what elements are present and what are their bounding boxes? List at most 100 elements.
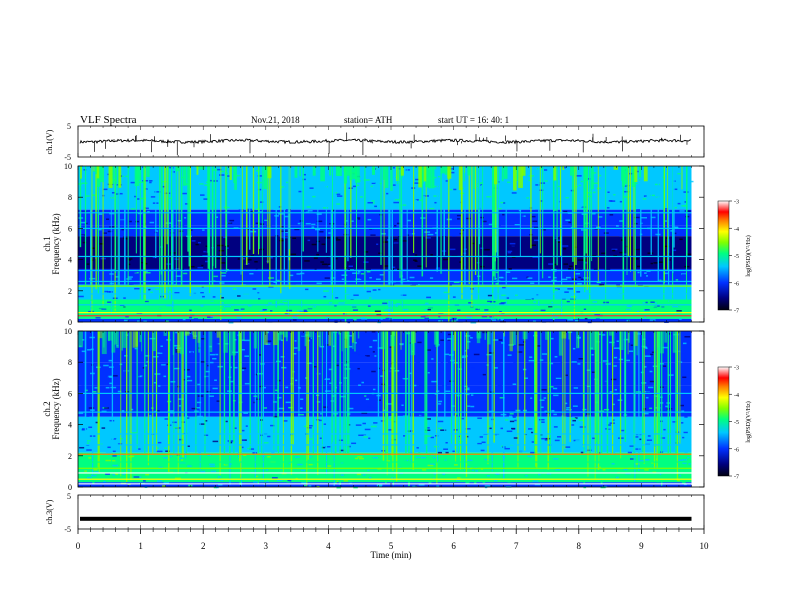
spectrogram-speckle	[255, 222, 261, 225]
spectrogram-speckle	[371, 200, 375, 202]
time-tick-label: 2	[201, 541, 206, 551]
spectrogram-speckle	[470, 337, 473, 339]
spectrogram-speckle	[432, 477, 435, 480]
spectrogram-speckle	[205, 250, 209, 252]
spectrogram-speckle	[500, 302, 507, 304]
spectrogram-speckle	[184, 217, 187, 219]
spectrogram-sferic	[195, 331, 197, 460]
spectrogram-speckle	[99, 253, 103, 255]
spectrogram-speckle	[242, 369, 245, 371]
spectrogram-sferic	[175, 166, 177, 288]
spectrogram-speckle	[484, 248, 490, 251]
spectrogram-sferic	[335, 331, 337, 484]
spectrogram-speckle	[219, 189, 226, 192]
spectrogram-sferic	[306, 331, 308, 487]
spectrogram-tuft	[93, 166, 95, 171]
spectrogram-speckle	[187, 465, 192, 467]
spectrogram-speckle	[425, 302, 429, 305]
spectrogram-speckle	[247, 305, 252, 307]
spectrogram-speckle	[336, 203, 340, 205]
spectrogram-speckle	[90, 247, 95, 249]
spectrogram-tuft	[634, 331, 638, 346]
spectrogram-speckle	[471, 210, 475, 212]
spectrogram-speckle	[216, 400, 220, 402]
spectrogram-sferic	[331, 331, 333, 483]
spectrogram-speckle	[279, 433, 284, 436]
spectrogram-speckle	[286, 378, 292, 380]
spectrogram-speckle	[489, 315, 494, 318]
spectrogram-speckle	[233, 288, 237, 290]
spectrogram-speckle	[246, 228, 252, 230]
spectrogram-speckle	[557, 241, 562, 243]
spectrogram-speckle	[437, 451, 443, 454]
spectrogram-speckle	[484, 309, 489, 311]
spectrogram-speckle	[566, 415, 573, 417]
spectrogram-speckle	[580, 180, 583, 183]
spectrogram-speckle	[472, 458, 478, 461]
spectrogram-tuft	[627, 331, 631, 343]
colorbar-tick-label: -7	[734, 475, 739, 481]
spectrogram-tuft	[494, 166, 498, 185]
spectrogram-speckle	[388, 283, 395, 286]
spectrogram-speckle	[317, 201, 323, 204]
spectrogram-speckle	[271, 452, 275, 454]
spectrogram-speckle	[367, 469, 370, 472]
spectrogram-speckle	[688, 180, 694, 183]
spectrogram-sferic	[654, 331, 656, 447]
colorbar-tick-label: -4	[734, 393, 739, 399]
spectrogram-tuft	[233, 166, 236, 184]
spectrogram-speckle	[459, 336, 465, 339]
spectrogram-speckle	[438, 308, 442, 311]
spectrogram-sferic	[144, 331, 146, 468]
spectrogram-speckle	[182, 192, 187, 195]
spectrogram-speckle	[642, 198, 647, 200]
spectrogram-speckle	[371, 370, 376, 373]
spectrogram-tuft	[553, 166, 557, 181]
spectrogram-speckle	[278, 192, 281, 195]
spectrogram-speckle	[455, 413, 458, 415]
spectrogram-band	[78, 416, 692, 453]
spectrogram-speckle	[525, 474, 528, 477]
spectrogram-speckle	[127, 212, 134, 215]
spectrogram-speckle	[141, 426, 147, 429]
colorbar-tick-label: -5	[734, 254, 739, 260]
spectrogram-speckle	[86, 476, 92, 479]
spectrogram-speckle	[413, 452, 416, 455]
spectrogram-speckle	[285, 240, 290, 243]
spectrogram-speckle	[290, 377, 294, 379]
spectrogram-speckle	[201, 286, 204, 288]
spectrogram-speckle	[462, 355, 468, 357]
spectrogram-speckle	[645, 196, 651, 199]
spectrogram-speckle	[190, 213, 196, 215]
spectrogram-speckle	[651, 234, 657, 237]
spectrogram-speckle	[167, 402, 174, 405]
frequency-tick-label: 2	[68, 287, 72, 296]
spectrogram-speckle	[344, 205, 348, 207]
spectrogram-band	[78, 268, 692, 285]
spectrogram-sferic	[262, 331, 264, 479]
spectrogram-sferic	[399, 166, 401, 279]
spectrogram-speckle	[104, 407, 110, 409]
spectrogram-speckle	[500, 318, 504, 321]
spectrogram-speckle	[361, 455, 367, 458]
spectrogram-speckle	[401, 404, 404, 407]
spectrogram-speckle	[564, 446, 571, 448]
spectrogram-speckle	[486, 474, 490, 477]
spectrogram-speckle	[563, 182, 569, 185]
spectrogram-speckle	[152, 256, 156, 259]
spectrogram-speckle	[353, 486, 358, 489]
colorbar-tick-label: -6	[734, 281, 739, 287]
spectrogram-speckle	[391, 438, 397, 441]
spectrogram-speckle	[266, 480, 269, 483]
spectrogram-speckle	[136, 273, 139, 276]
start-time-label: start UT = 16: 40: 1	[438, 115, 509, 125]
spectrogram-speckle	[79, 446, 85, 449]
spectrogram-speckle	[157, 352, 163, 354]
spectrogram-sferic	[549, 331, 551, 470]
spectrogram-speckle	[371, 181, 375, 183]
spectrogram-speckle	[565, 402, 568, 405]
spectrogram-speckle	[643, 346, 648, 349]
spectrogram-speckle	[200, 470, 206, 473]
spectrogram-speckle	[221, 454, 226, 456]
